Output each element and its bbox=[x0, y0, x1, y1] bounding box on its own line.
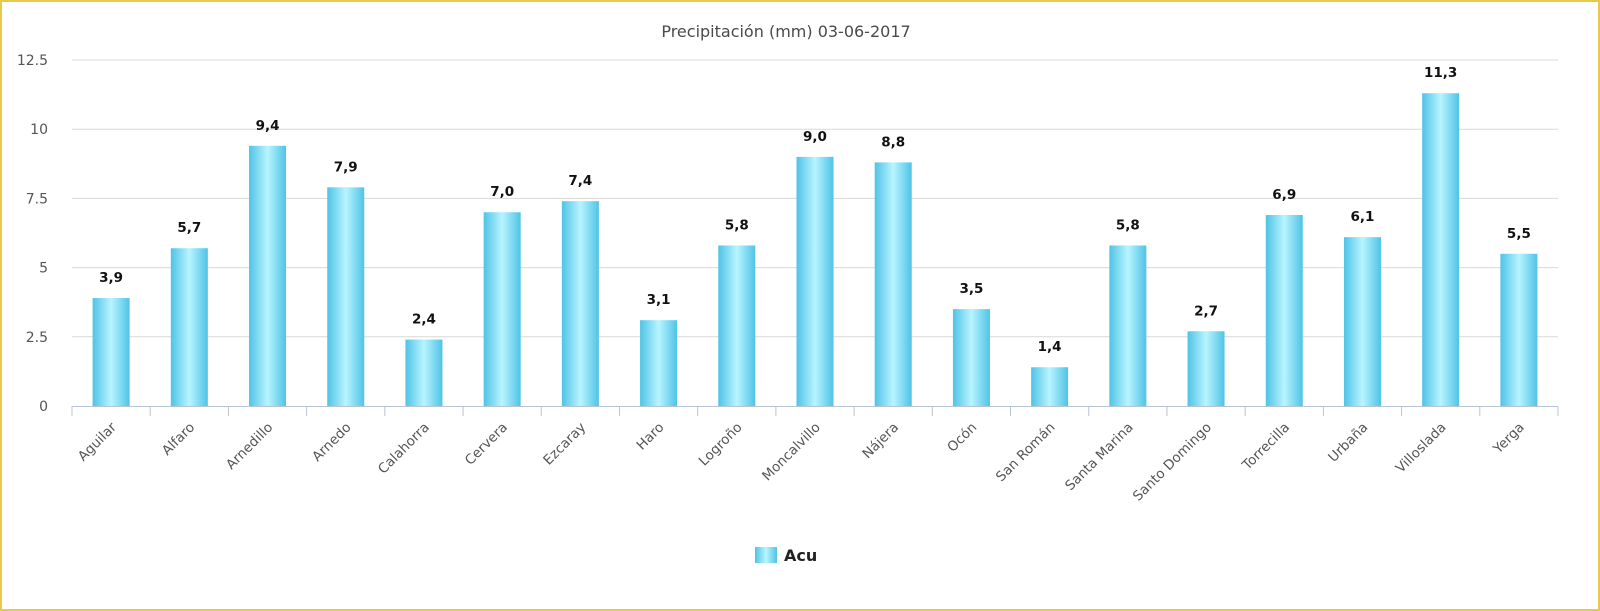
bar-alfaro[interactable] bbox=[170, 248, 208, 406]
x-tick-label: Nájera bbox=[859, 420, 902, 463]
legend-swatch-acu[interactable] bbox=[755, 547, 777, 563]
data-label: 9,0 bbox=[803, 129, 827, 145]
bar-nájera[interactable] bbox=[874, 162, 912, 406]
bar-cervera[interactable] bbox=[483, 212, 521, 406]
y-axis-ticks: 0 2.5 5 7.5 10 12.5 bbox=[17, 53, 48, 415]
bar-arnedo[interactable] bbox=[327, 187, 365, 406]
data-label: 7,4 bbox=[568, 173, 592, 189]
data-label: 3,5 bbox=[959, 281, 983, 297]
data-label: 7,0 bbox=[490, 184, 514, 200]
x-tick-label: Arnedo bbox=[309, 420, 354, 465]
legend[interactable]: Acu bbox=[755, 546, 817, 565]
x-tick-label: San Román bbox=[993, 420, 1059, 486]
x-tick-label: Ezcaray bbox=[540, 420, 589, 469]
x-tick-label: Villoslada bbox=[1393, 420, 1450, 477]
x-tick-label: Santa Marina bbox=[1062, 420, 1136, 494]
data-label: 6,9 bbox=[1272, 187, 1296, 203]
y-tick-label: 2.5 bbox=[26, 330, 48, 346]
data-label: 6,1 bbox=[1351, 209, 1375, 225]
data-label: 2,7 bbox=[1194, 303, 1218, 319]
x-tick-label: Arnedillo bbox=[223, 420, 276, 473]
bar-torrecilla[interactable] bbox=[1265, 215, 1303, 406]
data-label: 5,8 bbox=[1116, 217, 1140, 233]
x-tick-label: Yerga bbox=[1490, 420, 1528, 458]
y-tick-label: 0 bbox=[39, 399, 48, 415]
x-tick-label: Aguilar bbox=[75, 419, 120, 464]
bars bbox=[92, 93, 1538, 407]
legend-label-acu[interactable]: Acu bbox=[784, 546, 817, 565]
bar-aguilar[interactable] bbox=[92, 298, 130, 406]
data-label: 7,9 bbox=[334, 159, 358, 175]
bar-ezcaray[interactable] bbox=[561, 201, 599, 406]
x-tick-label: Cervera bbox=[462, 420, 511, 469]
bar-urbaña[interactable] bbox=[1343, 237, 1381, 406]
bar-san-román[interactable] bbox=[1031, 367, 1069, 406]
data-label: 5,8 bbox=[725, 217, 749, 233]
x-tick-label: Santo Domingo bbox=[1130, 420, 1215, 505]
data-label: 3,9 bbox=[99, 270, 123, 286]
data-label: 8,8 bbox=[881, 134, 905, 150]
data-label: 5,5 bbox=[1507, 226, 1531, 242]
bar-santo-domingo[interactable] bbox=[1187, 331, 1225, 406]
x-tick-label: Haro bbox=[634, 420, 668, 454]
bar-yerga[interactable] bbox=[1500, 253, 1538, 406]
x-tick-label: Torrecilla bbox=[1239, 420, 1293, 474]
data-label: 1,4 bbox=[1038, 339, 1062, 355]
data-label: 3,1 bbox=[647, 292, 671, 308]
x-tick-label: Moncalvillo bbox=[759, 420, 824, 485]
bar-villoslada[interactable] bbox=[1422, 93, 1460, 406]
x-tick-label: Urbaña bbox=[1325, 420, 1371, 466]
y-tick-label: 7.5 bbox=[26, 191, 48, 207]
x-tick-label: Alfaro bbox=[159, 420, 198, 459]
bar-santa-marina[interactable] bbox=[1109, 245, 1147, 406]
data-label: 2,4 bbox=[412, 312, 436, 328]
x-tick-label: Logroño bbox=[696, 420, 746, 470]
x-axis-ticks: Aguilar Alfaro Arnedillo Arnedo Calahorra Cer… bbox=[71, 406, 1559, 505]
bar-haro[interactable] bbox=[640, 320, 678, 406]
bar-moncalvillo[interactable] bbox=[796, 156, 834, 406]
data-labels: 3,9 5,7 9,4 7,9 2,4 7,0 7,4 3,1 5,8 9,0 8,8 3,5 1,4 5… bbox=[99, 65, 1531, 355]
y-tick-label: 5 bbox=[39, 261, 48, 277]
chart-title: Precipitación (mm) 03-06-2017 bbox=[661, 22, 910, 41]
y-tick-label: 10 bbox=[30, 122, 48, 138]
x-tick-label: Calahorra bbox=[375, 420, 433, 478]
bar-arnedillo[interactable] bbox=[249, 145, 287, 407]
bar-logroño[interactable] bbox=[718, 245, 756, 406]
y-tick-label: 12.5 bbox=[17, 53, 48, 69]
data-label: 9,4 bbox=[256, 118, 280, 134]
bar-calahorra[interactable] bbox=[405, 339, 443, 406]
data-label: 5,7 bbox=[177, 220, 201, 236]
data-label: 11,3 bbox=[1424, 65, 1457, 81]
bar-ocón[interactable] bbox=[952, 309, 990, 406]
x-tick-label: Ocón bbox=[944, 420, 980, 456]
